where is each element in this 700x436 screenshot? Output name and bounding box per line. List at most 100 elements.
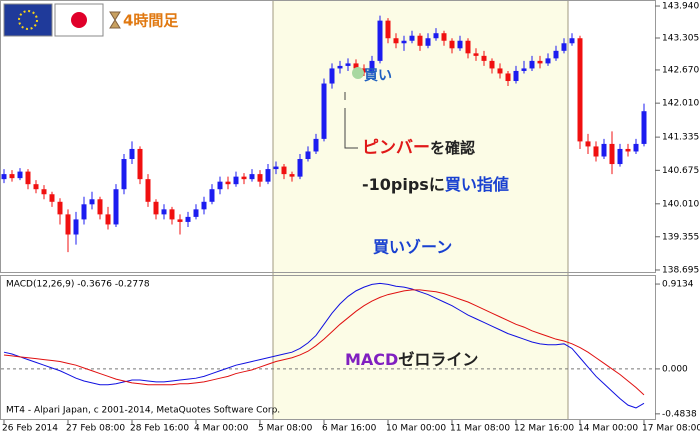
eu-flag bbox=[3, 3, 53, 37]
candle-body bbox=[49, 194, 55, 202]
candle-body bbox=[393, 38, 399, 44]
candle-body bbox=[137, 148, 143, 180]
candle-body bbox=[65, 214, 71, 235]
candle-body bbox=[401, 40, 407, 44]
candle-body bbox=[9, 174, 15, 179]
candle-body bbox=[97, 199, 103, 215]
y-tick-label: 140.010 bbox=[662, 199, 699, 209]
candle-body bbox=[497, 68, 503, 74]
macd-panel bbox=[0, 275, 656, 420]
macd-zero-a: MACD bbox=[345, 350, 398, 369]
candle-body bbox=[601, 143, 607, 157]
candle-body bbox=[641, 111, 647, 144]
candle-body bbox=[161, 209, 167, 215]
candle-body bbox=[561, 43, 567, 51]
candle-body bbox=[121, 159, 127, 190]
candle-body bbox=[633, 143, 639, 152]
y-tick-label: -0.4838 bbox=[662, 409, 697, 419]
x-tick-label: 28 Feb 16:00 bbox=[130, 424, 189, 434]
candle-body bbox=[441, 33, 447, 41]
timeframe: 4時間足 bbox=[123, 12, 179, 30]
x-tick-label: 17 Mar 08:00 bbox=[642, 424, 700, 434]
candle-body bbox=[209, 189, 215, 202]
x-tick-label: 14 Mar 00:00 bbox=[578, 424, 638, 434]
candle-body bbox=[297, 159, 303, 177]
candle-body bbox=[185, 216, 191, 222]
candle-body bbox=[353, 63, 359, 69]
candle-body bbox=[145, 179, 151, 202]
buy-dot bbox=[352, 67, 364, 79]
candle-body bbox=[177, 219, 183, 222]
pin-bar: ピンバー bbox=[362, 138, 430, 158]
candle-body bbox=[593, 146, 599, 157]
callout-line bbox=[344, 92, 358, 149]
candle-body bbox=[305, 151, 311, 160]
candle-body bbox=[545, 58, 551, 64]
buy-zone-label: 買いゾーン bbox=[373, 238, 452, 257]
minus-pips: -10pipsに bbox=[362, 175, 445, 194]
candle-body bbox=[193, 209, 199, 217]
candle-body bbox=[241, 176, 247, 180]
buy-marker: 買い bbox=[364, 68, 392, 84]
x-tick-label: 12 Mar 16:00 bbox=[514, 424, 574, 434]
copyright: MT4 - Alpari Japan, c 2001-2014, MetaQuo… bbox=[6, 406, 280, 416]
candle-body bbox=[473, 53, 479, 56]
candle-body bbox=[225, 181, 231, 185]
candle-body bbox=[377, 20, 383, 61]
candle-body bbox=[33, 184, 39, 190]
candle-body bbox=[529, 60, 535, 69]
candle-body bbox=[337, 65, 343, 69]
x-tick-label: 26 Feb 2014 bbox=[2, 424, 58, 434]
macd-line bbox=[3, 282, 645, 409]
candle-body bbox=[513, 70, 519, 82]
candle-body bbox=[433, 33, 439, 39]
candle-body bbox=[25, 171, 31, 185]
y-tick-label: 0.000 bbox=[662, 364, 688, 374]
buy-limit: 買い指値 bbox=[445, 175, 509, 194]
macd-zero-note: MACDゼロライン bbox=[345, 350, 478, 369]
candle-body bbox=[409, 35, 415, 41]
candle-body bbox=[465, 40, 471, 54]
price-panel bbox=[0, 0, 656, 273]
candle-body bbox=[233, 176, 239, 185]
x-tick-label: 27 Feb 08:00 bbox=[66, 424, 125, 434]
candle-body bbox=[201, 201, 207, 210]
candle-body bbox=[489, 60, 495, 69]
x-tick-label: 4 Mar 00:00 bbox=[194, 424, 249, 434]
hourglass-icon bbox=[109, 11, 121, 29]
macd-line bbox=[3, 289, 645, 396]
candle-body bbox=[505, 73, 511, 82]
x-tick-label: 6 Mar 16:00 bbox=[322, 424, 377, 434]
candle-body bbox=[625, 148, 631, 152]
candle-body bbox=[73, 219, 79, 235]
y-tick-label: 140.675 bbox=[662, 166, 699, 176]
y-tick-label: 142.670 bbox=[662, 65, 699, 75]
y-tick-label: 143.305 bbox=[662, 33, 699, 43]
y-tick-label: 141.335 bbox=[662, 133, 699, 143]
candle-body bbox=[113, 189, 119, 225]
candle-body bbox=[321, 83, 327, 139]
candle-body bbox=[609, 143, 615, 165]
buy-zone bbox=[273, 1, 568, 419]
y-tick-label: 143.940 bbox=[662, 2, 699, 12]
candle-body bbox=[345, 63, 351, 66]
macd-title: MACD(12,26,9) -0.3676 -0.2778 bbox=[6, 280, 150, 290]
candle-body bbox=[249, 174, 255, 180]
candle-body bbox=[281, 166, 287, 175]
candle-body bbox=[369, 60, 375, 73]
x-tick-label: 11 Mar 08:00 bbox=[450, 424, 510, 434]
candle-body bbox=[537, 60, 543, 64]
candle-body bbox=[481, 55, 487, 61]
pin-bar-note: ピンバーを確認 bbox=[362, 138, 475, 158]
candle-body bbox=[273, 166, 279, 170]
candle-body bbox=[153, 201, 159, 215]
candle-body bbox=[457, 40, 463, 49]
candle-body bbox=[169, 209, 175, 220]
candle-body bbox=[129, 148, 135, 160]
candle-body bbox=[577, 38, 583, 142]
candle-body bbox=[569, 38, 575, 44]
candle-body bbox=[417, 35, 423, 46]
candle-body bbox=[329, 68, 335, 84]
